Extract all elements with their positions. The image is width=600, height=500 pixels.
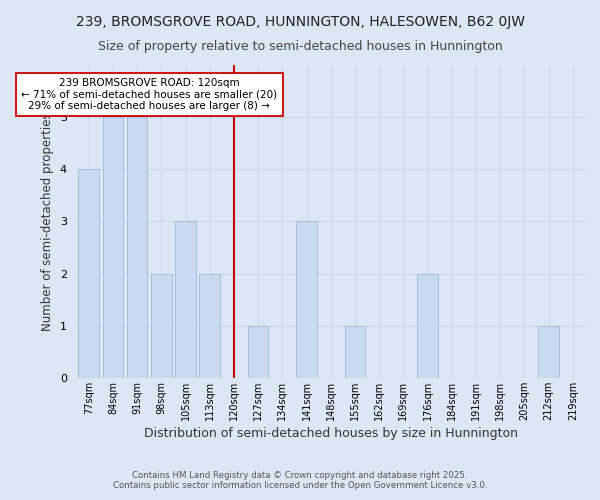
Bar [127, 117, 148, 378]
Bar [418, 274, 438, 378]
Text: Size of property relative to semi-detached houses in Hunnington: Size of property relative to semi-detach… [98, 40, 502, 53]
Y-axis label: Number of semi-detached properties: Number of semi-detached properties [41, 112, 54, 331]
Bar [199, 274, 220, 378]
Bar [248, 326, 268, 378]
Bar [79, 170, 99, 378]
Text: 239 BROMSGROVE ROAD: 120sqm
← 71% of semi-detached houses are smaller (20)
29% o: 239 BROMSGROVE ROAD: 120sqm ← 71% of sem… [21, 78, 277, 111]
X-axis label: Distribution of semi-detached houses by size in Hunnington: Distribution of semi-detached houses by … [144, 427, 518, 440]
Bar [103, 117, 123, 378]
Text: 239, BROMSGROVE ROAD, HUNNINGTON, HALESOWEN, B62 0JW: 239, BROMSGROVE ROAD, HUNNINGTON, HALESO… [76, 15, 524, 29]
Text: Contains HM Land Registry data © Crown copyright and database right 2025.
Contai: Contains HM Land Registry data © Crown c… [113, 470, 487, 490]
Bar [296, 222, 317, 378]
Bar [345, 326, 365, 378]
Bar [175, 222, 196, 378]
Bar [151, 274, 172, 378]
Bar [538, 326, 559, 378]
